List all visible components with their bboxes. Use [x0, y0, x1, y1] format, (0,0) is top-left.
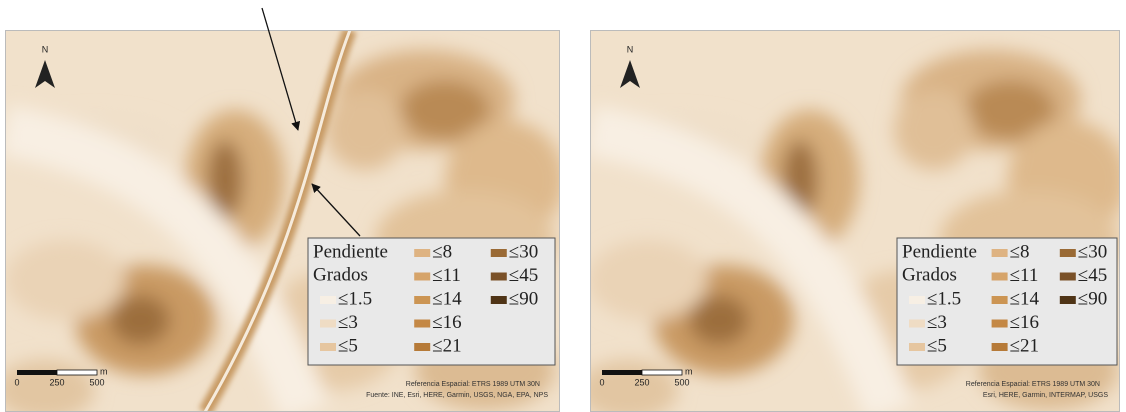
terrain-feature [689, 295, 749, 345]
scale-bar-dark [602, 370, 642, 375]
legend-label: ≤11 [1010, 265, 1039, 286]
legend-label: ≤8 [1010, 241, 1030, 262]
legend-label: ≤3 [338, 312, 358, 333]
scale-bar-light [642, 370, 682, 375]
scale-label: 250 [49, 377, 64, 387]
terrain-feature [5, 240, 125, 320]
scale-label: 0 [14, 377, 19, 387]
legend-title: Pendiente [313, 241, 388, 262]
terrain-feature [894, 90, 974, 170]
spatial-reference: Referencia Espacial: ETRS 1989 UTM 30N [406, 381, 540, 388]
legend-swatch [491, 273, 507, 281]
legend-label: ≤5 [338, 335, 358, 356]
legend-label: ≤30 [509, 241, 538, 262]
legend-swatch [414, 249, 430, 257]
attribution: Fuente: INE, Esri, HERE, Garmin, USGS, N… [366, 392, 548, 399]
legend-label: ≤16 [432, 312, 461, 333]
legend-swatch [992, 249, 1008, 257]
legend-swatch [1060, 296, 1076, 304]
scale-unit: m [685, 366, 693, 376]
scale-label: 250 [634, 377, 649, 387]
north-label: N [627, 44, 634, 54]
scale-bar-light [57, 370, 97, 375]
legend-label: ≤5 [927, 335, 947, 356]
legend-swatch [491, 296, 507, 304]
legend-label: ≤1.5 [927, 288, 961, 309]
legend-label: ≤45 [509, 265, 538, 286]
legend-swatch [992, 320, 1008, 328]
legend-swatch [909, 296, 925, 304]
legend-label: ≤16 [1010, 312, 1039, 333]
legend-title: Pendiente [902, 241, 977, 262]
legend-label: ≤45 [1078, 265, 1107, 286]
legend-label: ≤14 [1010, 288, 1040, 309]
legend-swatch [992, 273, 1008, 281]
legend-swatch [992, 343, 1008, 351]
legend-swatch [992, 296, 1008, 304]
terrain-feature [110, 295, 170, 345]
legend-swatch [414, 273, 430, 281]
legend-label: ≤3 [927, 312, 947, 333]
legend-swatch [320, 320, 336, 328]
legend-swatch [491, 249, 507, 257]
legend-label: ≤8 [432, 241, 452, 262]
legend-swatch [320, 296, 336, 304]
legend-swatch [1060, 273, 1076, 281]
scale-bar-dark [17, 370, 57, 375]
legend-swatch [414, 320, 430, 328]
legend-swatch [320, 343, 336, 351]
legend-swatch [909, 320, 925, 328]
legend-label: ≤90 [509, 288, 538, 309]
legend-label: ≤21 [1010, 335, 1039, 356]
legend-label: ≤90 [1078, 288, 1107, 309]
legend-label: ≤30 [1078, 241, 1107, 262]
attribution: Esri, HERE, Garmin, INTERMAP, USGS [983, 392, 1108, 399]
legend-label: ≤14 [432, 288, 462, 309]
scale-label: 500 [89, 377, 104, 387]
legend-swatch [414, 343, 430, 351]
scale-label: 0 [599, 377, 604, 387]
scale-unit: m [100, 366, 108, 376]
legend-label: ≤21 [432, 335, 461, 356]
legend-subtitle: Grados [313, 264, 368, 285]
terrain-feature [587, 240, 707, 320]
legend-swatch [1060, 249, 1076, 257]
figure: NPendienteGrados≤1.5≤3≤5≤8≤11≤14≤16≤21≤3… [0, 0, 1126, 412]
legend-label: ≤1.5 [338, 288, 372, 309]
north-label: N [42, 44, 49, 54]
terrain-feature [325, 90, 405, 170]
legend-label: ≤11 [432, 265, 461, 286]
scale-label: 500 [674, 377, 689, 387]
spatial-reference: Referencia Espacial: ETRS 1989 UTM 30N [966, 381, 1100, 388]
legend-swatch [909, 343, 925, 351]
legend-subtitle: Grados [902, 264, 957, 285]
legend-swatch [414, 296, 430, 304]
